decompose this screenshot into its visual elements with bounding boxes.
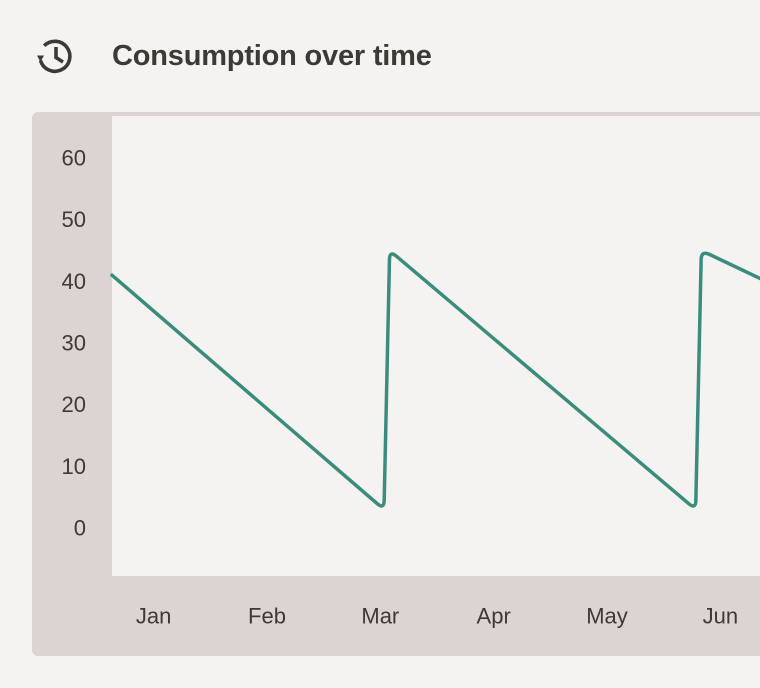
x-tick-label: May: [586, 604, 628, 629]
y-tick-label: 60: [62, 146, 86, 171]
y-tick-label: 10: [62, 454, 86, 479]
y-tick-label: 30: [62, 331, 86, 356]
plot-area: [112, 116, 760, 576]
x-axis: Jan Feb Mar Apr May Jun: [136, 604, 738, 629]
x-tick-label: Feb: [248, 604, 286, 629]
x-tick-label: Jun: [703, 604, 738, 629]
series-line: [110, 251, 760, 508]
y-tick-label: 40: [62, 269, 86, 294]
y-tick-label: 20: [62, 392, 86, 417]
y-axis: 60 50 40 30 20 10 0: [62, 146, 86, 541]
x-tick-label: Apr: [477, 604, 511, 629]
chart-header: Consumption over time: [30, 32, 432, 80]
history-icon: [37, 39, 72, 74]
page-title: Consumption over time: [112, 39, 432, 72]
x-tick-label: Mar: [361, 604, 399, 629]
y-tick-label: 0: [74, 516, 86, 541]
x-tick-label: Jan: [136, 604, 171, 629]
y-tick-label: 50: [62, 207, 86, 232]
chart-series: [110, 251, 760, 508]
